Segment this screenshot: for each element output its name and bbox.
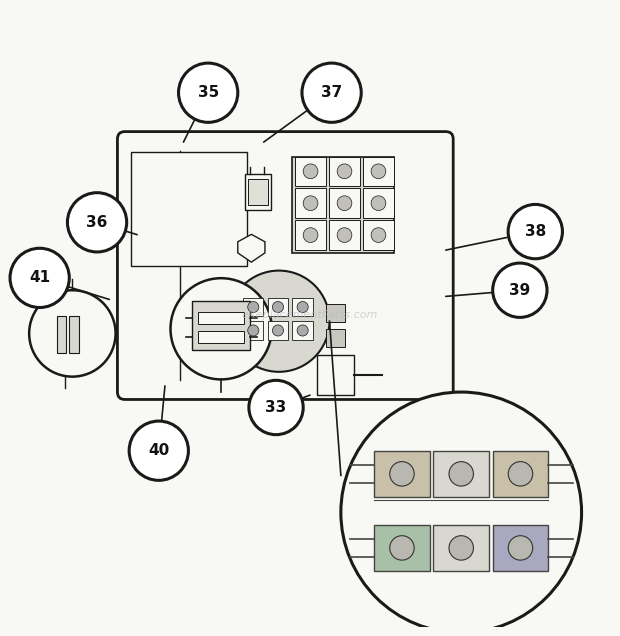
Circle shape: [341, 392, 582, 633]
Circle shape: [390, 536, 414, 560]
Bar: [329, 221, 360, 250]
Circle shape: [337, 196, 352, 211]
Bar: [493, 525, 548, 571]
Circle shape: [248, 301, 259, 312]
Circle shape: [337, 164, 352, 179]
Circle shape: [371, 228, 386, 242]
Bar: [268, 298, 288, 316]
Text: 38: 38: [525, 224, 546, 239]
Circle shape: [272, 301, 283, 312]
Bar: [433, 451, 489, 497]
Bar: [363, 188, 394, 218]
FancyBboxPatch shape: [117, 132, 453, 399]
Bar: [268, 321, 288, 340]
Bar: [248, 179, 268, 205]
Circle shape: [179, 63, 238, 122]
Bar: [243, 321, 264, 340]
Text: 33: 33: [265, 400, 286, 415]
Bar: [293, 298, 313, 316]
Text: 35: 35: [198, 85, 219, 100]
Circle shape: [249, 380, 303, 434]
Circle shape: [248, 325, 259, 336]
Circle shape: [297, 325, 308, 336]
Bar: [292, 157, 394, 253]
Circle shape: [10, 248, 69, 308]
Circle shape: [337, 228, 352, 242]
Text: 39: 39: [509, 283, 531, 298]
Bar: [295, 188, 326, 218]
Circle shape: [302, 63, 361, 122]
Circle shape: [68, 193, 126, 252]
Circle shape: [297, 301, 308, 312]
Bar: [433, 525, 489, 571]
Bar: [317, 355, 355, 395]
Bar: [363, 221, 394, 250]
Bar: [295, 156, 326, 186]
Circle shape: [371, 164, 386, 179]
Bar: [198, 312, 244, 324]
Circle shape: [390, 462, 414, 486]
Bar: [374, 525, 430, 571]
Circle shape: [508, 204, 562, 259]
Bar: [329, 188, 360, 218]
Bar: [374, 451, 430, 497]
Text: 41: 41: [29, 270, 50, 286]
Polygon shape: [238, 235, 265, 262]
Bar: [326, 304, 345, 322]
Bar: [69, 316, 79, 353]
Circle shape: [508, 462, 533, 486]
Bar: [192, 301, 250, 350]
Circle shape: [303, 196, 318, 211]
Circle shape: [493, 263, 547, 317]
Bar: [245, 174, 271, 210]
Text: 40: 40: [148, 443, 169, 458]
Circle shape: [129, 421, 188, 480]
Circle shape: [29, 290, 115, 377]
Bar: [363, 156, 394, 186]
Bar: [198, 331, 244, 343]
Text: eReplacementParts.com: eReplacementParts.com: [242, 310, 378, 320]
Bar: [131, 151, 247, 266]
Bar: [295, 221, 326, 250]
Bar: [57, 316, 66, 353]
Bar: [293, 321, 313, 340]
Text: 37: 37: [321, 85, 342, 100]
Circle shape: [228, 270, 329, 372]
Circle shape: [449, 536, 474, 560]
Circle shape: [272, 325, 283, 336]
Bar: [326, 329, 345, 347]
Circle shape: [303, 164, 318, 179]
Bar: [243, 298, 264, 316]
Text: 36: 36: [86, 215, 108, 230]
Circle shape: [170, 278, 272, 380]
Circle shape: [371, 196, 386, 211]
Circle shape: [449, 462, 474, 486]
Bar: [493, 451, 548, 497]
Circle shape: [303, 228, 318, 242]
Bar: [329, 156, 360, 186]
Circle shape: [508, 536, 533, 560]
